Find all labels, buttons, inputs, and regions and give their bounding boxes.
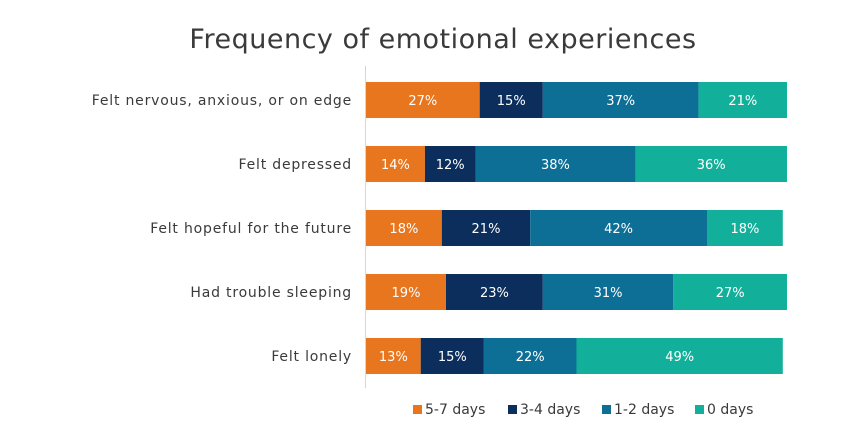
bar-segment	[576, 338, 783, 374]
data-label: 23%	[480, 286, 509, 301]
data-label: 14%	[381, 158, 410, 173]
category-label: Had trouble sleeping	[190, 285, 352, 301]
category-label: Felt depressed	[239, 157, 352, 173]
data-label: 27%	[716, 286, 745, 301]
bar-segment	[366, 338, 421, 374]
data-label: 22%	[516, 350, 545, 365]
bar-segment	[366, 146, 425, 182]
legend-label: 3-4 days	[520, 402, 580, 418]
bar-segment	[479, 82, 543, 118]
legend-swatch	[413, 405, 422, 414]
data-label: 36%	[697, 158, 726, 173]
chart-title: Frequency of emotional experiences	[189, 24, 696, 55]
legend-swatch	[602, 405, 611, 414]
data-label: 21%	[472, 222, 501, 237]
data-label: 12%	[436, 158, 465, 173]
category-label: Felt lonely	[271, 349, 352, 365]
category-label: Felt hopeful for the future	[150, 221, 352, 237]
data-label: 15%	[438, 350, 467, 365]
bar-segment	[475, 146, 636, 182]
bar-segment	[635, 146, 787, 182]
bar-segment	[707, 210, 783, 246]
data-label: 37%	[606, 94, 635, 109]
data-label: 49%	[665, 350, 694, 365]
data-label: 18%	[730, 222, 759, 237]
data-label: 15%	[497, 94, 526, 109]
bar-segment	[424, 146, 476, 182]
bar-segment	[673, 274, 787, 310]
bar-segment	[483, 338, 577, 374]
bar-segment	[542, 274, 674, 310]
bar-segment	[530, 210, 708, 246]
category-label: Felt nervous, anxious, or on edge	[92, 93, 352, 109]
data-label: 13%	[379, 350, 408, 365]
data-label: 19%	[392, 286, 421, 301]
bar-segment	[542, 82, 699, 118]
data-label: 38%	[541, 158, 570, 173]
plot-area: Felt nervous, anxious, or on edge 27% 15% 3…	[92, 66, 787, 388]
legend-label: 5-7 days	[425, 402, 485, 418]
legend-label: 0 days	[707, 402, 753, 418]
bar-segment	[420, 338, 484, 374]
data-label: 42%	[604, 222, 633, 237]
data-label: 27%	[408, 94, 437, 109]
data-label: 31%	[594, 286, 623, 301]
bar-segment	[366, 210, 442, 246]
legend-swatch	[695, 405, 704, 414]
data-label: 18%	[389, 222, 418, 237]
legend-swatch	[508, 405, 517, 414]
data-label: 21%	[728, 94, 757, 109]
bar-segment	[366, 82, 480, 118]
bar-segment	[366, 274, 446, 310]
bar-segment	[698, 82, 787, 118]
legend: 5-7 days 3-4 days 1-2 days 0 days	[413, 402, 753, 418]
legend-label: 1-2 days	[614, 402, 674, 418]
bar-segment	[441, 210, 531, 246]
bar-segment	[445, 274, 543, 310]
